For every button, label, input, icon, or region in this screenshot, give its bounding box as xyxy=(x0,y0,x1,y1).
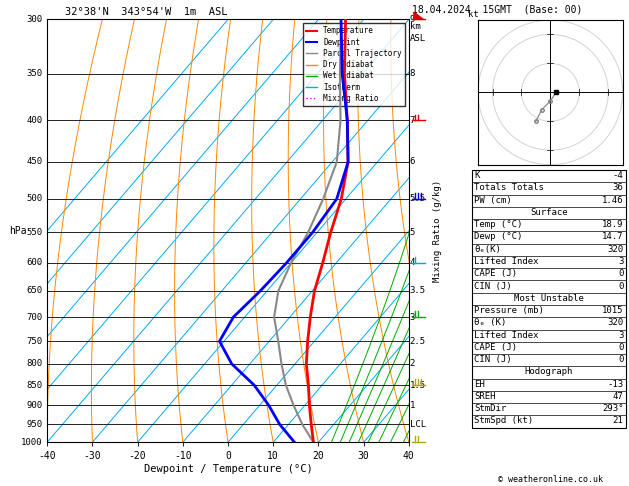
Text: 750: 750 xyxy=(26,337,43,346)
Text: 36: 36 xyxy=(613,183,623,192)
Text: StmSpd (kt): StmSpd (kt) xyxy=(474,417,533,425)
Text: 850: 850 xyxy=(26,381,43,390)
Text: 550: 550 xyxy=(26,228,43,237)
Text: 1015: 1015 xyxy=(602,306,623,315)
Text: 293°: 293° xyxy=(602,404,623,413)
Text: Hodograph: Hodograph xyxy=(525,367,573,376)
Text: Pressure (mb): Pressure (mb) xyxy=(474,306,544,315)
Text: ASL: ASL xyxy=(409,34,426,43)
Text: 6: 6 xyxy=(409,157,415,166)
Text: Temp (°C): Temp (°C) xyxy=(474,220,523,229)
Text: LCL: LCL xyxy=(409,420,426,429)
Text: 600: 600 xyxy=(26,259,43,267)
Text: θₑ(K): θₑ(K) xyxy=(474,245,501,254)
Text: CIN (J): CIN (J) xyxy=(474,281,512,291)
Text: 18.04.2024  15GMT  (Base: 00): 18.04.2024 15GMT (Base: 00) xyxy=(412,4,582,15)
Text: 3: 3 xyxy=(618,330,623,340)
Text: 0: 0 xyxy=(618,343,623,352)
Text: CIN (J): CIN (J) xyxy=(474,355,512,364)
Text: 320: 320 xyxy=(607,245,623,254)
Text: 800: 800 xyxy=(26,359,43,368)
Text: 700: 700 xyxy=(26,312,43,322)
Text: 500: 500 xyxy=(26,194,43,203)
Text: CAPE (J): CAPE (J) xyxy=(474,269,517,278)
Text: 9: 9 xyxy=(409,15,415,24)
Text: Lifted Index: Lifted Index xyxy=(474,330,539,340)
Text: θₑ (K): θₑ (K) xyxy=(474,318,506,327)
Text: km: km xyxy=(409,21,420,31)
Text: 2: 2 xyxy=(409,359,415,368)
Text: 0: 0 xyxy=(618,281,623,291)
Text: 1.46: 1.46 xyxy=(602,196,623,205)
Text: © weatheronline.co.uk: © weatheronline.co.uk xyxy=(498,474,603,484)
Text: 1.5: 1.5 xyxy=(409,381,426,390)
Text: -4: -4 xyxy=(613,171,623,180)
Text: 14.7: 14.7 xyxy=(602,232,623,242)
Text: 21: 21 xyxy=(613,417,623,425)
X-axis label: Dewpoint / Temperature (°C): Dewpoint / Temperature (°C) xyxy=(143,464,313,474)
Legend: Temperature, Dewpoint, Parcel Trajectory, Dry Adiabat, Wet Adiabat, Isotherm, Mi: Temperature, Dewpoint, Parcel Trajectory… xyxy=(303,23,405,106)
Text: 1000: 1000 xyxy=(21,438,43,447)
Text: SREH: SREH xyxy=(474,392,496,401)
Text: 950: 950 xyxy=(26,420,43,429)
Text: Most Unstable: Most Unstable xyxy=(514,294,584,303)
Text: 300: 300 xyxy=(26,15,43,24)
Text: 2.5: 2.5 xyxy=(409,337,426,346)
Text: 32°38'N  343°54'W  1m  ASL: 32°38'N 343°54'W 1m ASL xyxy=(65,7,228,17)
Text: 1: 1 xyxy=(409,401,415,410)
Text: CAPE (J): CAPE (J) xyxy=(474,343,517,352)
Text: 350: 350 xyxy=(26,69,43,78)
Text: 5.5: 5.5 xyxy=(409,194,426,203)
Text: -13: -13 xyxy=(607,380,623,389)
Text: Mixing Ratio (g/kg): Mixing Ratio (g/kg) xyxy=(433,180,442,282)
Text: 3: 3 xyxy=(618,257,623,266)
Text: 47: 47 xyxy=(613,392,623,401)
Text: PW (cm): PW (cm) xyxy=(474,196,512,205)
Text: 5: 5 xyxy=(409,228,415,237)
Text: 0: 0 xyxy=(618,355,623,364)
Text: Surface: Surface xyxy=(530,208,567,217)
Text: 8: 8 xyxy=(409,69,415,78)
Text: Lifted Index: Lifted Index xyxy=(474,257,539,266)
Text: kt: kt xyxy=(468,10,479,18)
Text: 18.9: 18.9 xyxy=(602,220,623,229)
Text: 4: 4 xyxy=(409,259,415,267)
Text: hPa: hPa xyxy=(9,226,27,236)
Text: StmDir: StmDir xyxy=(474,404,506,413)
Text: 400: 400 xyxy=(26,116,43,125)
Text: K: K xyxy=(474,171,480,180)
Text: 650: 650 xyxy=(26,286,43,295)
Text: 320: 320 xyxy=(607,318,623,327)
Text: Dewp (°C): Dewp (°C) xyxy=(474,232,523,242)
Text: 450: 450 xyxy=(26,157,43,166)
Text: 3.5: 3.5 xyxy=(409,286,426,295)
Text: 3: 3 xyxy=(409,312,415,322)
Text: Totals Totals: Totals Totals xyxy=(474,183,544,192)
Text: 0: 0 xyxy=(618,269,623,278)
Text: 7: 7 xyxy=(409,116,415,125)
Text: EH: EH xyxy=(474,380,485,389)
Text: 900: 900 xyxy=(26,401,43,410)
